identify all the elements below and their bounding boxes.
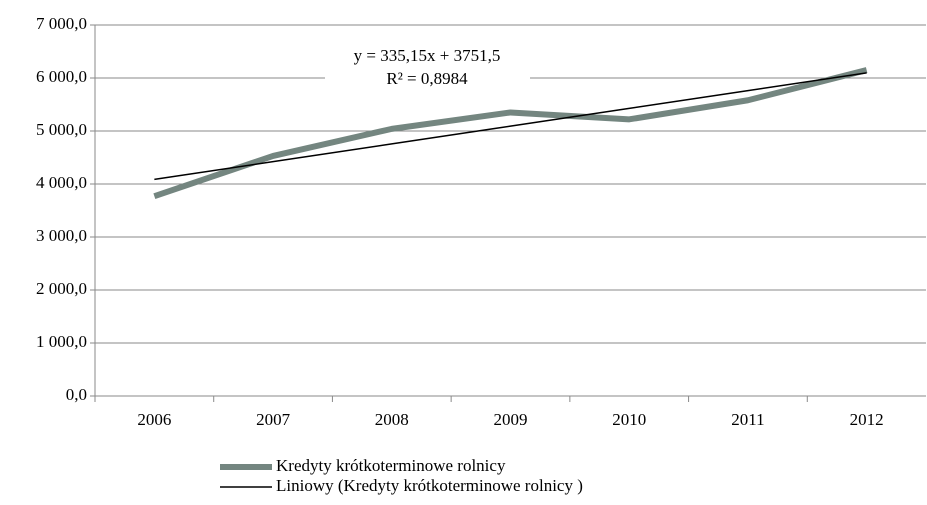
y-tick-label: 6 000,0: [36, 67, 87, 86]
annotation: y = 335,15x + 3751,5: [354, 46, 501, 65]
annotation: R² = 0,8984: [386, 69, 468, 88]
trend-line: [154, 72, 867, 181]
y-tick-label: 5 000,0: [36, 120, 87, 139]
x-tick-label: 2006: [137, 410, 171, 429]
x-tick-label: 2009: [494, 410, 528, 429]
legend-label: Kredyty krótkoterminowe rolnicy: [276, 456, 506, 475]
y-tick-label: 4 000,0: [36, 173, 87, 192]
y-tick-label: 0,0: [66, 385, 87, 404]
x-tick-label: 2011: [731, 410, 764, 429]
y-tick-label: 7 000,0: [36, 14, 87, 33]
y-tick-label: 3 000,0: [36, 226, 87, 245]
legend-label: Liniowy (Kredyty krótkoterminowe rolnicy…: [276, 476, 583, 495]
x-tick-label: 2012: [850, 410, 884, 429]
x-tick-label: 2007: [256, 410, 291, 429]
data-line: [153, 67, 868, 200]
annotation-box: [325, 42, 530, 92]
y-tick-label: 2 000,0: [36, 279, 87, 298]
x-tick-label: 2008: [375, 410, 409, 429]
y-tick-label: 1 000,0: [36, 332, 87, 351]
x-tick-label: 2010: [612, 410, 646, 429]
